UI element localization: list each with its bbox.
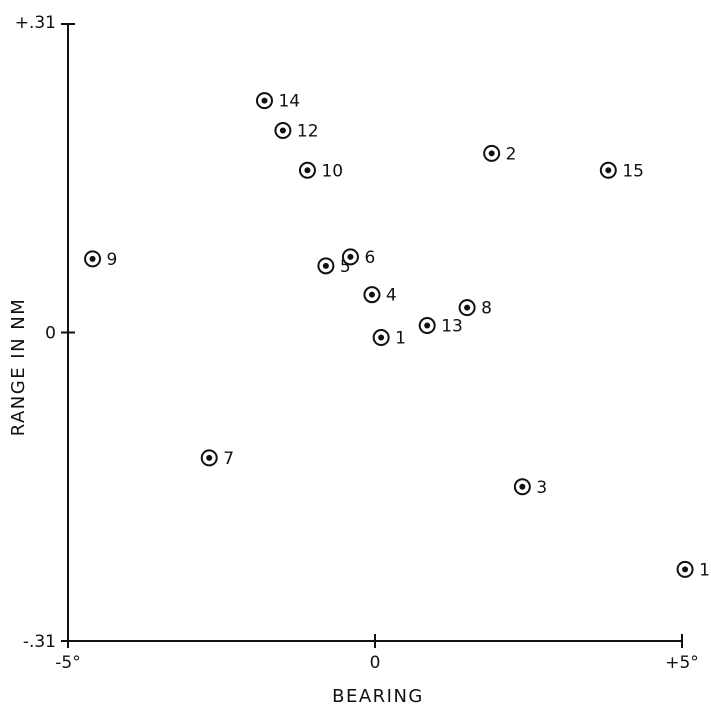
data-point-4: 4	[363, 286, 397, 306]
data-point-5: 5	[317, 257, 351, 277]
point-center	[519, 483, 526, 490]
point-center	[424, 322, 431, 329]
point-label: 1	[395, 328, 406, 348]
point-label: 9	[107, 250, 118, 270]
point-center	[206, 454, 213, 461]
data-point-14: 14	[255, 92, 300, 112]
y-axis-title: RANGE IN NM	[8, 298, 29, 437]
point-label: 5	[340, 257, 351, 277]
point-label: 2	[506, 144, 517, 164]
data-point-7: 7	[200, 449, 234, 469]
x-axis-title: BEARING	[332, 686, 424, 707]
point-label: 13	[441, 317, 463, 337]
data-point-2: 2	[483, 144, 517, 164]
point-label: 6	[364, 248, 375, 268]
point-center	[279, 127, 286, 134]
data-point-1: 1	[372, 328, 406, 348]
y-tick-label: 0	[45, 324, 56, 344]
point-center	[464, 304, 471, 311]
point-center	[605, 167, 612, 174]
tick-labels: +.31 0 -.31-5° 0 +5°	[15, 13, 699, 673]
data-point-13: 13	[418, 317, 463, 337]
point-label: 4	[386, 286, 397, 306]
point-center	[682, 566, 689, 573]
point-label: 15	[622, 161, 644, 181]
x-tick-label: +5°	[665, 653, 699, 673]
point-label: 3	[536, 478, 547, 498]
data-point-8: 8	[458, 299, 492, 319]
point-center	[89, 255, 96, 262]
x-tick-label: 0	[370, 653, 381, 673]
data-point-9: 9	[84, 250, 118, 270]
data-points: 123456789101112131415	[84, 92, 711, 580]
point-center	[347, 253, 354, 260]
point-label: 7	[223, 449, 234, 469]
point-label: 14	[278, 92, 300, 112]
point-center	[304, 167, 311, 174]
point-label: 8	[481, 299, 492, 319]
data-point-10: 10	[298, 161, 343, 181]
point-center	[378, 334, 385, 341]
point-center	[488, 150, 495, 157]
data-point-12: 12	[274, 121, 319, 141]
data-point-6: 6	[341, 248, 375, 268]
data-point-15: 15	[599, 161, 644, 181]
data-point-11: 11	[676, 560, 711, 580]
point-label: 12	[297, 121, 319, 141]
point-center	[261, 97, 268, 104]
point-center	[368, 291, 375, 298]
data-point-3: 3	[513, 478, 547, 498]
point-label: 11	[699, 560, 711, 580]
point-label: 10	[321, 161, 343, 181]
y-tick-label: +.31	[15, 13, 56, 33]
point-center	[322, 262, 329, 269]
tick-marks	[61, 23, 683, 648]
y-tick-label: -.31	[23, 632, 56, 652]
x-tick-label: -5°	[55, 653, 80, 673]
